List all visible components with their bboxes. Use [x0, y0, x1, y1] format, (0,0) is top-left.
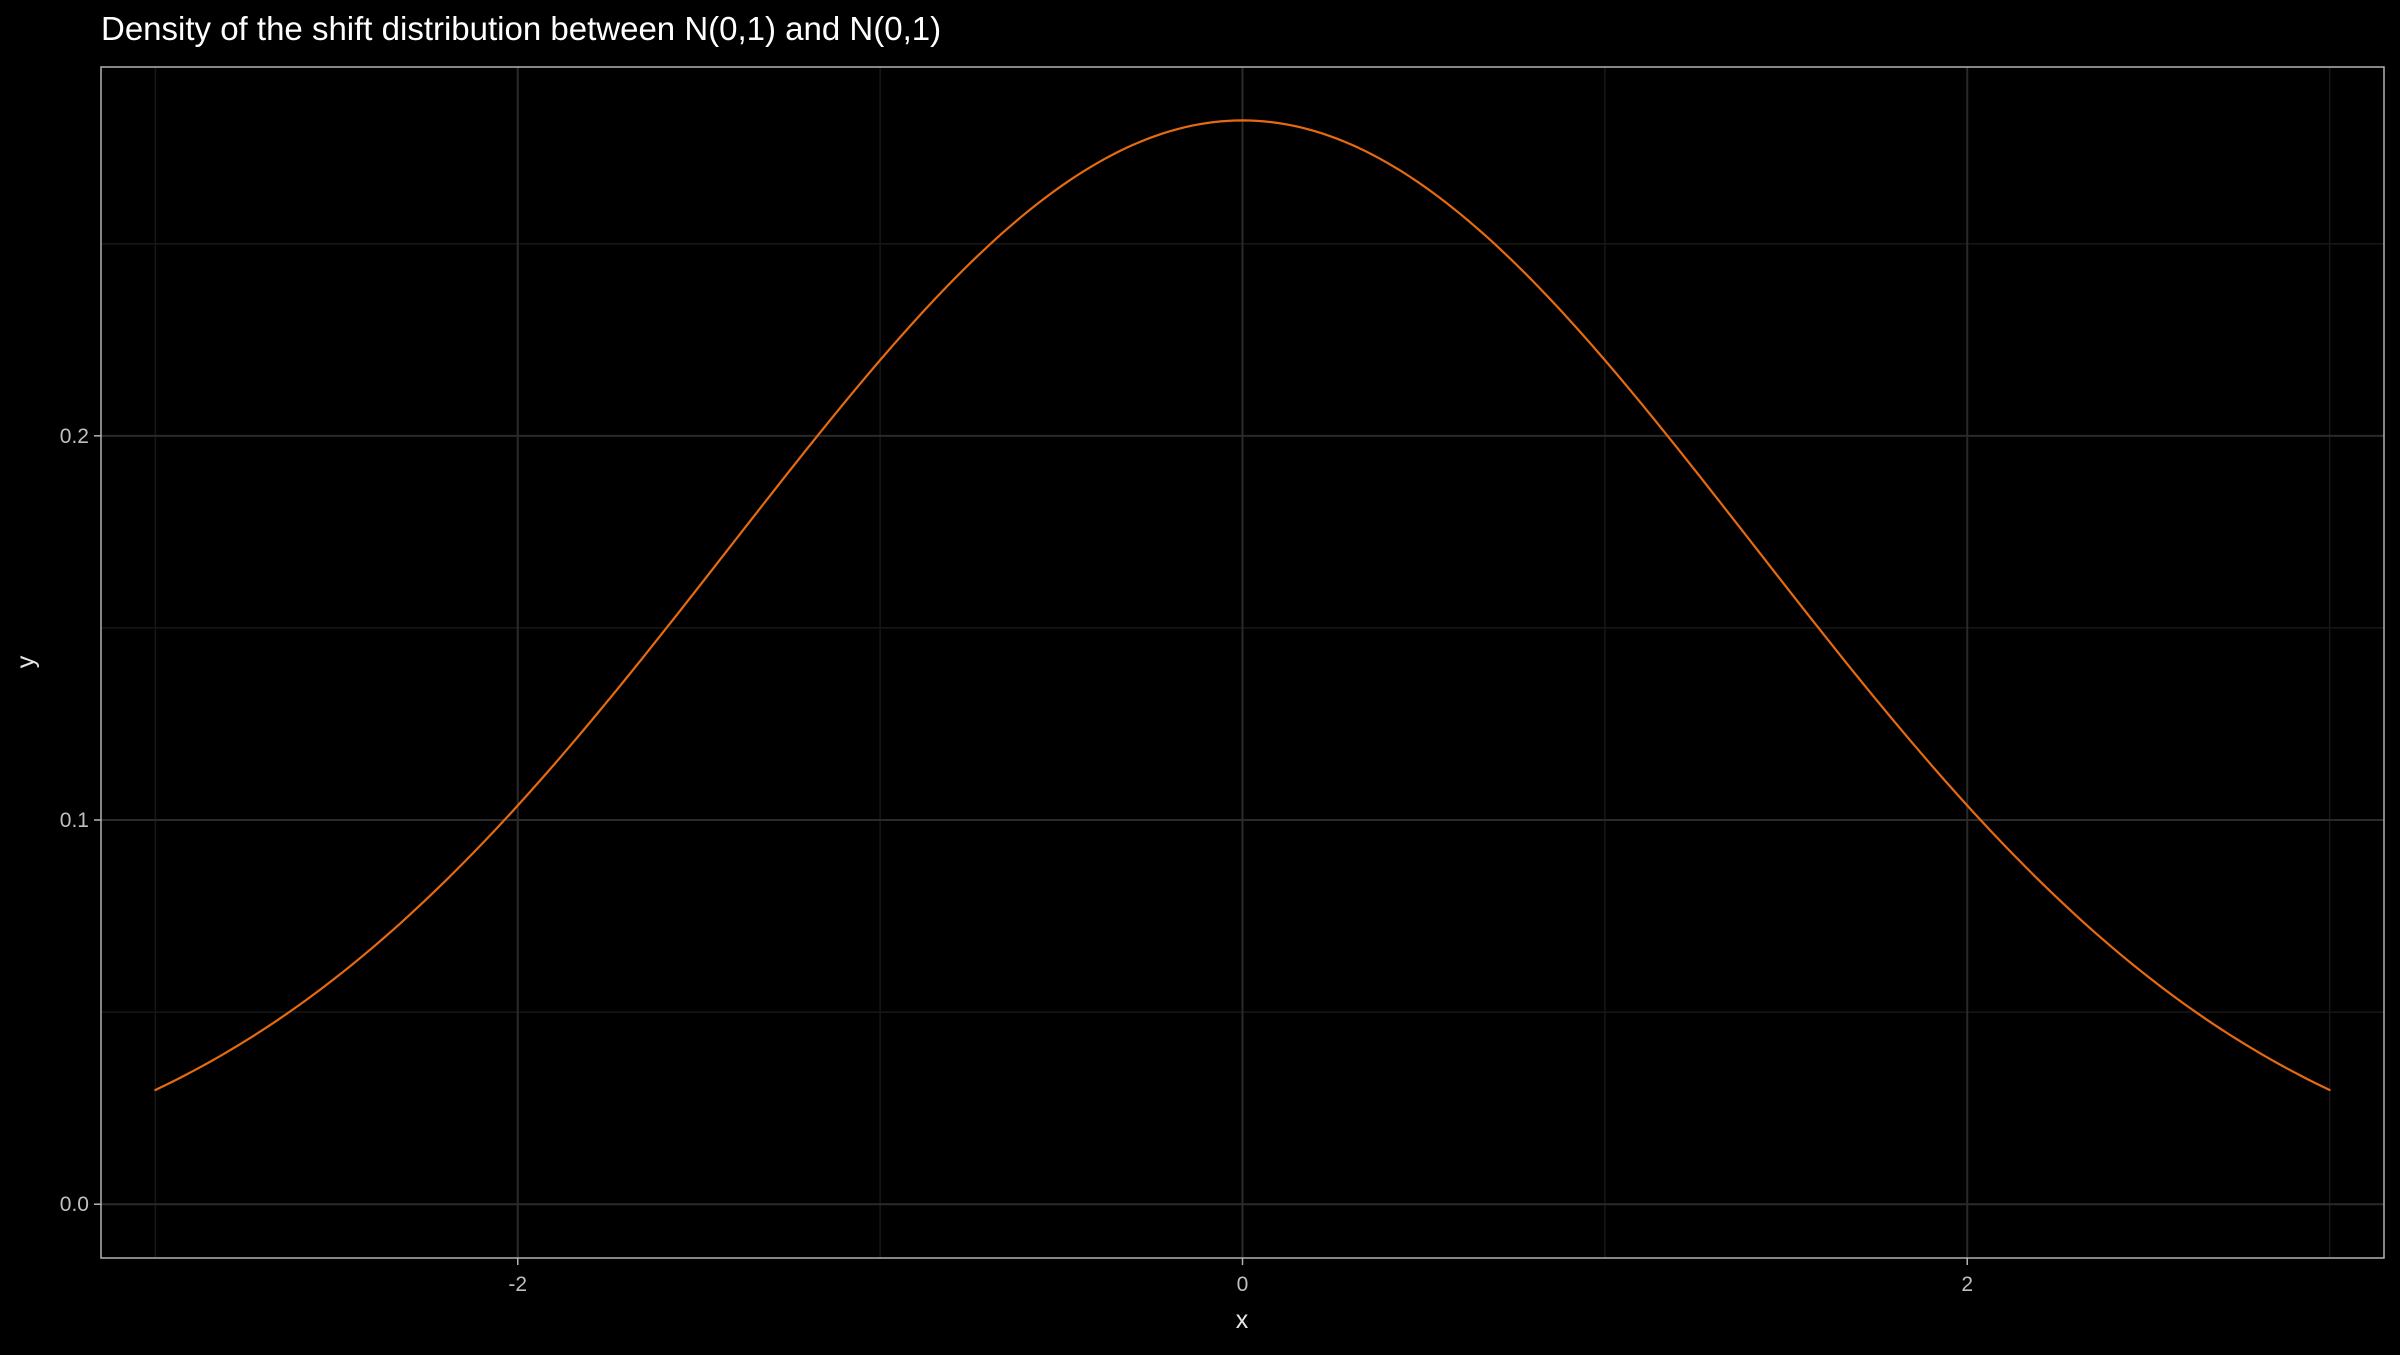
- x-tick-label: -2: [508, 1273, 527, 1296]
- x-axis: -2 0 2: [508, 1258, 1973, 1296]
- series-layer: [154, 119, 2331, 1092]
- y-tick-label: 0.2: [60, 425, 89, 448]
- major-gridlines: [101, 67, 2384, 1258]
- x-axis-title: x: [1236, 1306, 1249, 1334]
- y-tick-label: 0.0: [60, 1193, 89, 1216]
- x-tick-label: 0: [1237, 1273, 1249, 1296]
- y-axis-title: y: [12, 655, 40, 668]
- x-tick-label: 2: [1961, 1273, 1973, 1296]
- y-axis: 0.0 0.1 0.2: [60, 425, 101, 1216]
- density-curve: [154, 119, 2331, 1092]
- chart-title: Density of the shift distribution betwee…: [101, 10, 941, 47]
- y-tick-label: 0.1: [60, 809, 89, 832]
